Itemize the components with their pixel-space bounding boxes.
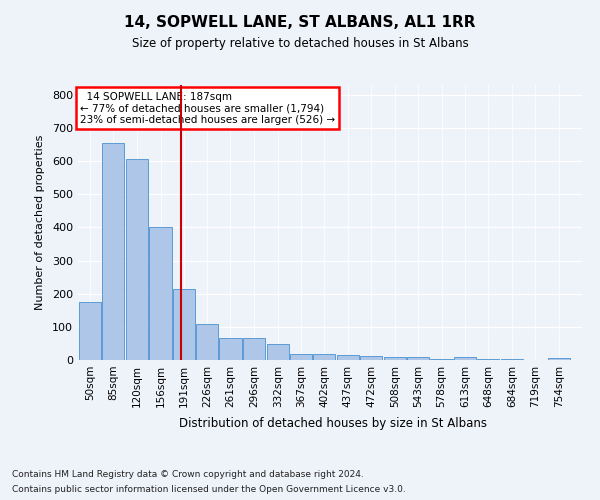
Bar — [196, 324, 218, 360]
Bar — [242, 338, 265, 360]
Bar — [454, 358, 476, 360]
Text: Contains public sector information licensed under the Open Government Licence v3: Contains public sector information licen… — [12, 485, 406, 494]
Bar — [266, 344, 289, 360]
Bar — [173, 289, 195, 360]
Bar — [149, 227, 172, 360]
Bar — [360, 356, 382, 360]
Bar — [79, 302, 101, 360]
Text: Size of property relative to detached houses in St Albans: Size of property relative to detached ho… — [131, 38, 469, 51]
Bar — [548, 358, 570, 360]
Bar — [407, 358, 429, 360]
Bar — [102, 143, 124, 360]
Text: Contains HM Land Registry data © Crown copyright and database right 2024.: Contains HM Land Registry data © Crown c… — [12, 470, 364, 479]
Bar — [290, 354, 312, 360]
Text: 14, SOPWELL LANE, ST ALBANS, AL1 1RR: 14, SOPWELL LANE, ST ALBANS, AL1 1RR — [124, 15, 476, 30]
Bar — [337, 355, 359, 360]
Bar — [220, 338, 242, 360]
Bar — [384, 358, 406, 360]
Bar — [313, 354, 335, 360]
Text: Distribution of detached houses by size in St Albans: Distribution of detached houses by size … — [179, 418, 487, 430]
Text: 14 SOPWELL LANE: 187sqm
← 77% of detached houses are smaller (1,794)
23% of semi: 14 SOPWELL LANE: 187sqm ← 77% of detache… — [80, 92, 335, 125]
Bar — [125, 159, 148, 360]
Y-axis label: Number of detached properties: Number of detached properties — [35, 135, 45, 310]
